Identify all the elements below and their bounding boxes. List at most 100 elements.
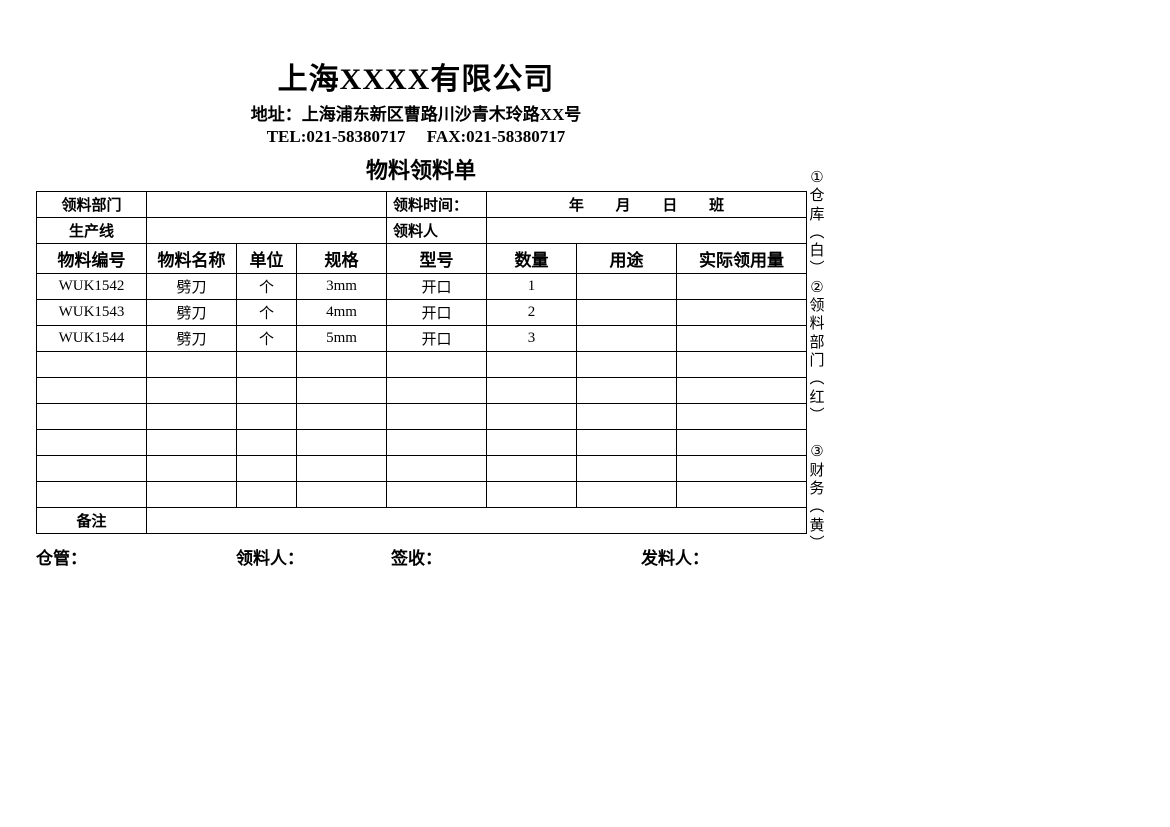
cell-unit: 个 (237, 274, 297, 300)
form-title: 物料领料单 (36, 153, 806, 185)
side-note-char: 财 (808, 462, 826, 480)
dept-time-row: 领料部门 领料时间： 年 月 日 班 (37, 192, 807, 218)
line-value (147, 218, 387, 244)
side-note-char: 领 (808, 297, 826, 315)
picker-label: 领料人 (387, 218, 487, 244)
cell-model (387, 482, 487, 508)
cell-actual (677, 378, 807, 404)
table-row (37, 404, 807, 430)
letterhead: 上海XXXX有限公司 地址：上海浦东新区曹路川沙青木玲路XX号 TEL:021-… (236, 54, 596, 147)
fax-number: 021-58380717 (466, 127, 565, 146)
cell-code: WUK1544 (37, 326, 147, 352)
cell-use (577, 482, 677, 508)
side-note-char: 黄 (808, 517, 826, 535)
cell-model: 开口 (387, 274, 487, 300)
cell-qty (487, 378, 577, 404)
cell-qty (487, 404, 577, 430)
document-page: 上海XXXX有限公司 地址：上海浦东新区曹路川沙青木玲路XX号 TEL:021-… (36, 54, 806, 569)
cell-qty (487, 430, 577, 456)
col-header-5: 数量 (487, 244, 577, 274)
cell-code: WUK1542 (37, 274, 147, 300)
cell-spec (297, 404, 387, 430)
cell-model (387, 378, 487, 404)
cell-unit: 个 (237, 300, 297, 326)
cell-model: 开口 (387, 326, 487, 352)
cell-name: 劈刀 (147, 300, 237, 326)
side-note-char: ︵ (808, 224, 826, 242)
dept-value (147, 192, 387, 218)
col-header-0: 物料编号 (37, 244, 147, 274)
side-note-char: 库 (808, 206, 826, 224)
cell-name: 劈刀 (147, 326, 237, 352)
cell-model (387, 352, 487, 378)
time-value: 年 月 日 班 (487, 192, 807, 218)
company-address: 地址：上海浦东新区曹路川沙青木玲路XX号 (236, 100, 596, 125)
cell-unit: 个 (237, 326, 297, 352)
cell-spec (297, 482, 387, 508)
col-header-3: 规格 (297, 244, 387, 274)
cell-code (37, 404, 147, 430)
cell-name (147, 404, 237, 430)
shift-unit: 班 (709, 198, 724, 214)
cell-spec (297, 430, 387, 456)
side-note-char: ① (808, 169, 826, 187)
cell-qty: 1 (487, 274, 577, 300)
cell-name (147, 352, 237, 378)
day-unit: 日 (662, 198, 677, 214)
side-note-char: 门 (808, 352, 826, 370)
requisition-table: 领料部门 领料时间： 年 月 日 班 生产线 领料人 物料编号物料名称单位规格型… (36, 191, 807, 534)
table-row (37, 482, 807, 508)
table-row: WUK1542劈刀个3mm开口1 (37, 274, 807, 300)
cell-name: 劈刀 (147, 274, 237, 300)
remark-label: 备注 (37, 508, 147, 534)
cell-spec (297, 352, 387, 378)
fax-label: FAX: (427, 127, 466, 146)
cell-spec: 5mm (297, 326, 387, 352)
side-note-char: 务 (808, 480, 826, 498)
cell-qty (487, 482, 577, 508)
cell-name (147, 456, 237, 482)
cell-actual (677, 482, 807, 508)
cell-model (387, 456, 487, 482)
sign-label: 签收： (391, 544, 641, 569)
cell-model (387, 404, 487, 430)
distribution-note: ①仓库︵白︶②领料部门︵红︶ ③财务︵黄︶ (808, 169, 826, 553)
picker-sig-label: 领料人： (236, 544, 391, 569)
col-header-2: 单位 (237, 244, 297, 274)
company-name: 上海XXXX有限公司 (236, 54, 596, 98)
cell-name (147, 378, 237, 404)
time-label: 领料时间： (387, 192, 487, 218)
dept-label: 领料部门 (37, 192, 147, 218)
cell-actual (677, 300, 807, 326)
table-row: WUK1544劈刀个5mm开口3 (37, 326, 807, 352)
cell-unit (237, 482, 297, 508)
col-header-1: 物料名称 (147, 244, 237, 274)
cell-use (577, 300, 677, 326)
cell-code: WUK1543 (37, 300, 147, 326)
table-row (37, 378, 807, 404)
year-unit: 年 (569, 198, 584, 214)
cell-unit (237, 352, 297, 378)
cell-code (37, 456, 147, 482)
remark-row: 备注 (37, 508, 807, 534)
cell-qty: 3 (487, 326, 577, 352)
cell-qty: 2 (487, 300, 577, 326)
cell-name (147, 482, 237, 508)
cell-code (37, 378, 147, 404)
remark-value (147, 508, 807, 534)
table-row (37, 456, 807, 482)
storekeeper-label: 仓管： (36, 544, 236, 569)
company-contacts: TEL:021-58380717 FAX:021-58380717 (236, 127, 596, 147)
side-note-char: 部 (808, 334, 826, 352)
table-row (37, 430, 807, 456)
issuer-label: 发料人： (641, 544, 791, 569)
cell-actual (677, 274, 807, 300)
cell-unit (237, 404, 297, 430)
side-note-char (808, 425, 826, 443)
cell-spec: 4mm (297, 300, 387, 326)
cell-use (577, 430, 677, 456)
side-note-char: ︵ (808, 370, 826, 388)
cell-use (577, 326, 677, 352)
side-note-char: ③ (808, 443, 826, 461)
signature-row: 仓管： 领料人： 签收： 发料人： (36, 544, 806, 569)
